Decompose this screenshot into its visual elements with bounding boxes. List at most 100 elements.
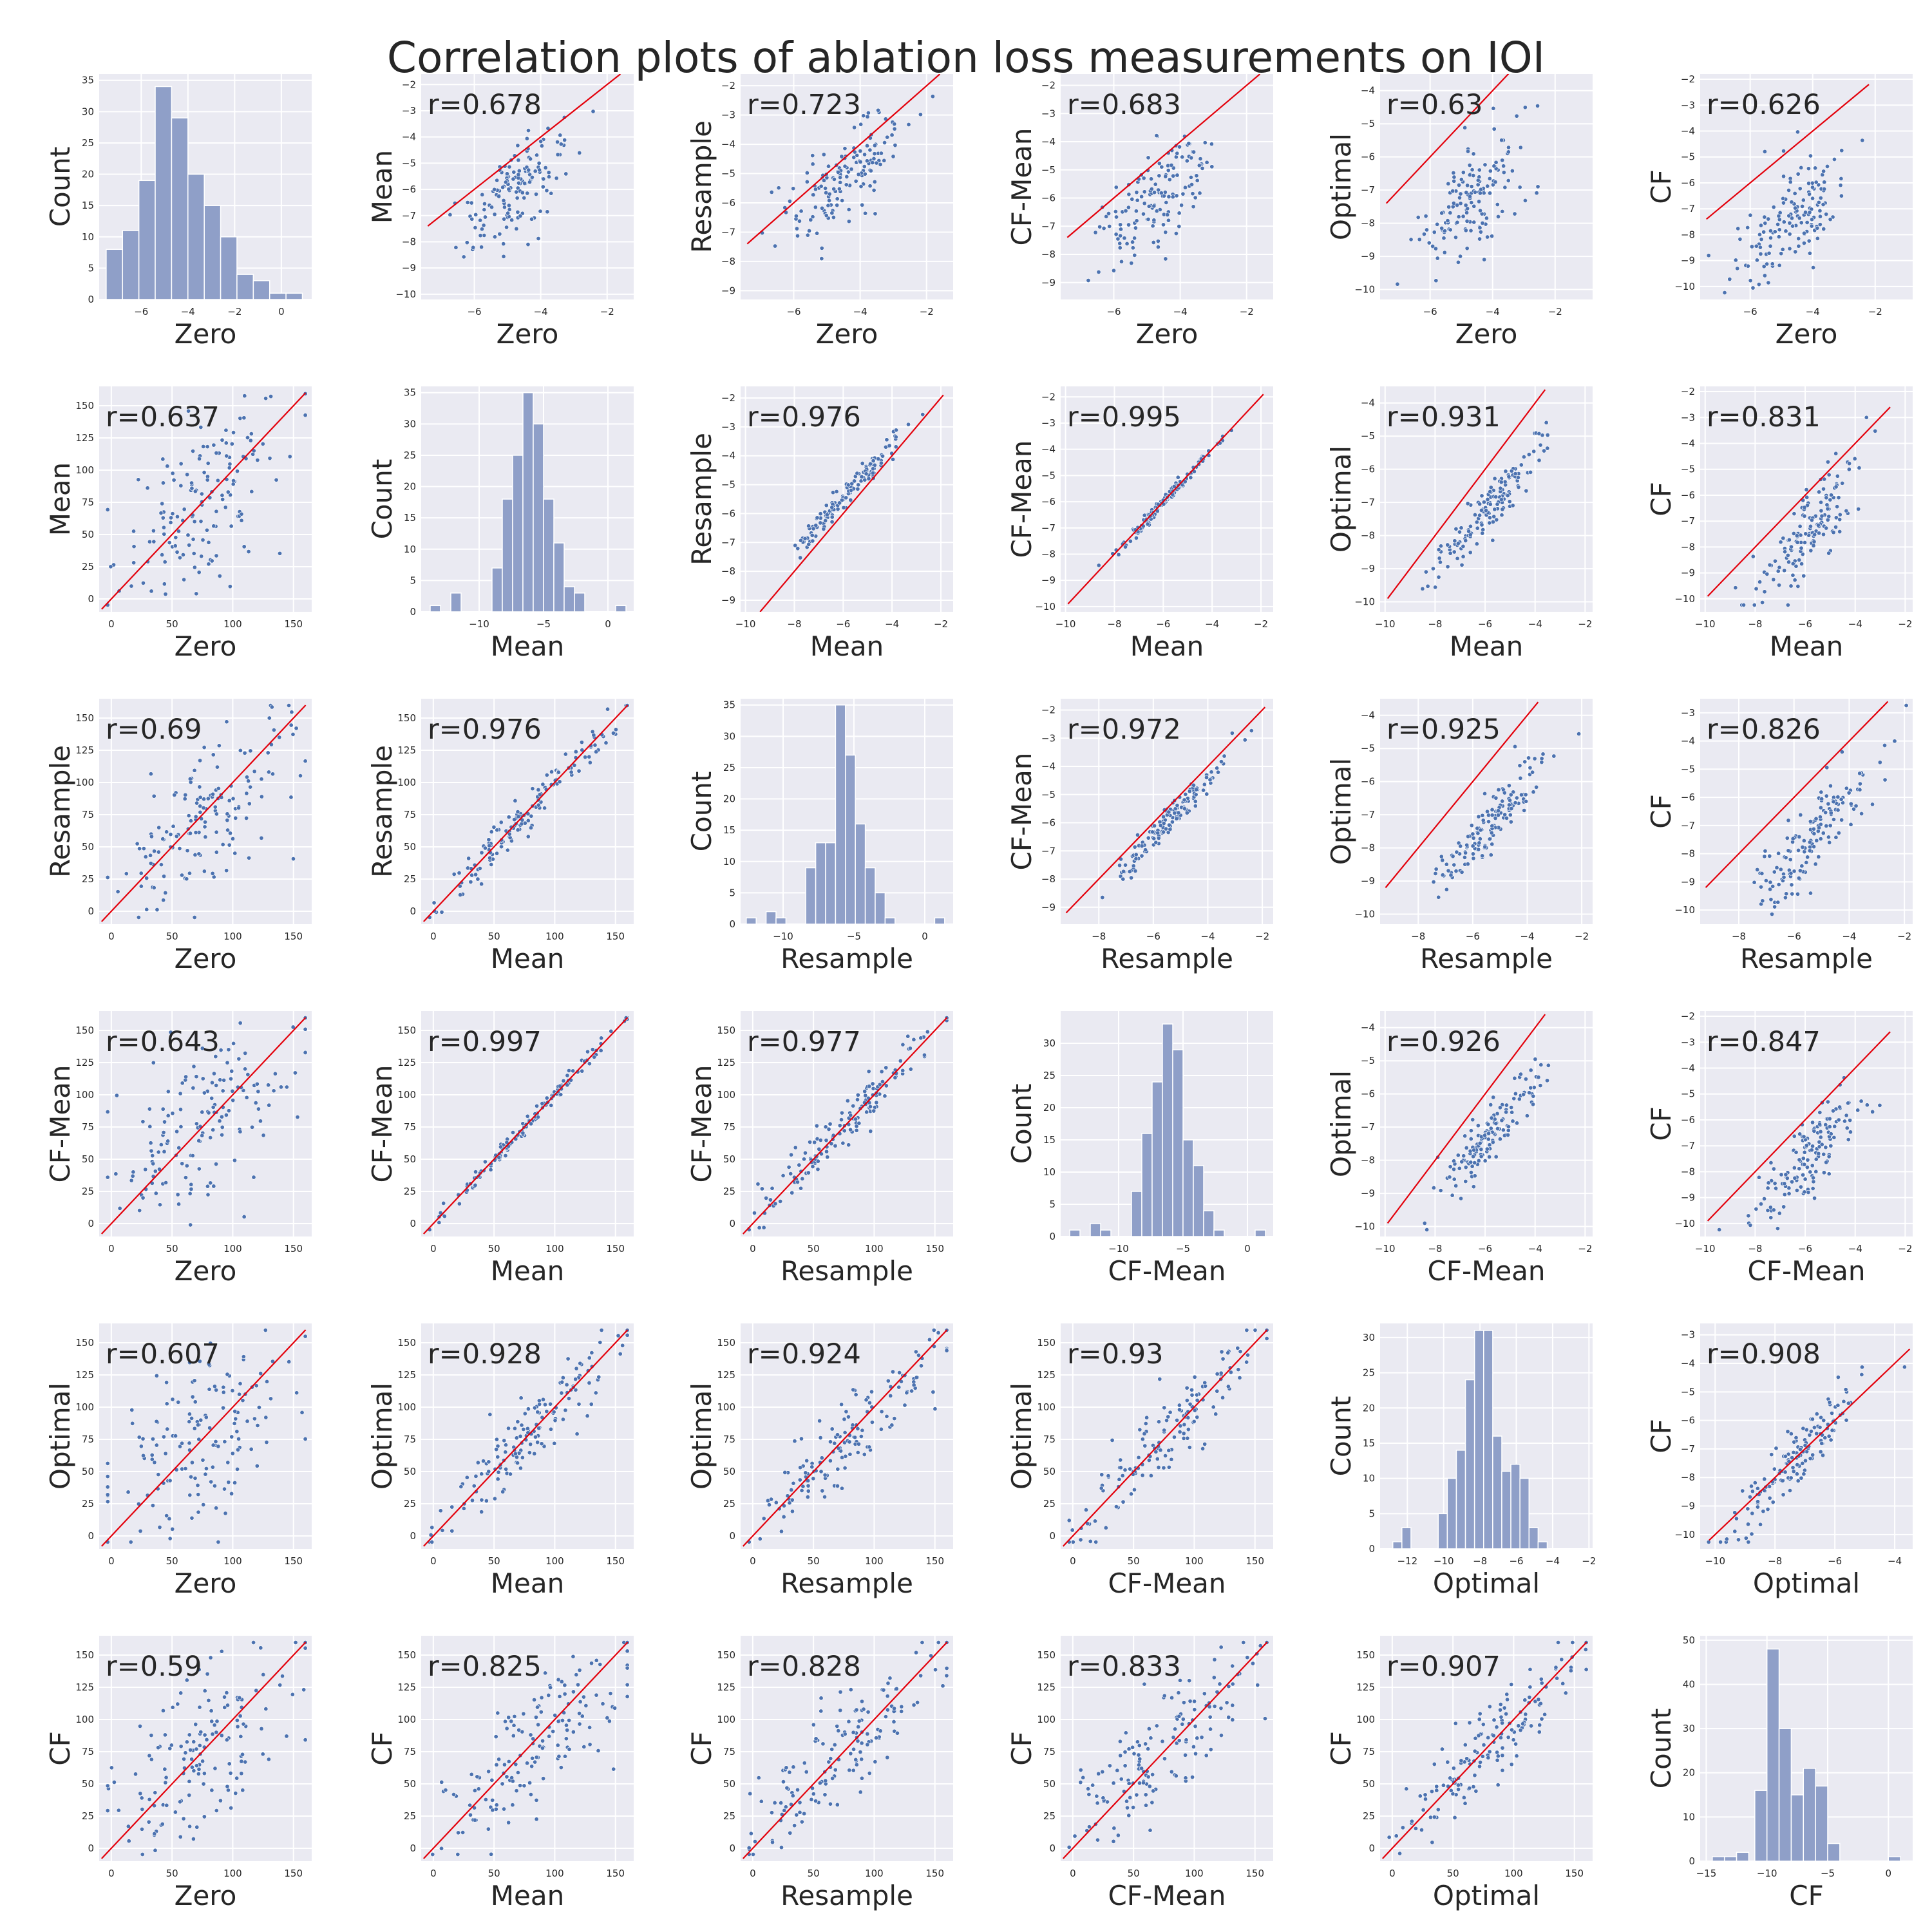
scatter-point bbox=[1471, 856, 1476, 861]
scatter-point bbox=[187, 1493, 193, 1498]
scatter-point bbox=[147, 1106, 152, 1112]
x-tick-label: −8 bbox=[1768, 1555, 1782, 1567]
y-tick-label: 100 bbox=[397, 1714, 416, 1725]
x-axis-label: Zero bbox=[175, 630, 237, 662]
scatter-point bbox=[168, 832, 173, 837]
scatter-point bbox=[131, 529, 137, 534]
scatter-point bbox=[1816, 1151, 1821, 1156]
scatter-point bbox=[1461, 544, 1466, 549]
scatter-point bbox=[858, 122, 864, 127]
scatter-point bbox=[187, 871, 192, 876]
scatter-point bbox=[1828, 810, 1833, 815]
y-tick-label: 10 bbox=[404, 544, 416, 555]
scatter-point bbox=[1191, 149, 1197, 155]
diagonal-line bbox=[422, 1017, 629, 1235]
y-tick-label: 25 bbox=[1043, 1498, 1056, 1510]
scatter-point bbox=[230, 1451, 235, 1456]
scatter-point bbox=[841, 505, 846, 510]
x-tick-label: −10 bbox=[1434, 1555, 1454, 1567]
y-tick-label: 150 bbox=[75, 400, 94, 412]
scatter-point bbox=[1133, 209, 1139, 214]
y-tick-label: 100 bbox=[717, 1089, 735, 1101]
scatter-point bbox=[209, 1719, 214, 1724]
scatter-point bbox=[149, 834, 154, 839]
scatter-point bbox=[1475, 831, 1481, 836]
scatter-point bbox=[255, 1423, 260, 1428]
scatter-point bbox=[824, 190, 829, 195]
scatter-point bbox=[804, 170, 810, 175]
scatter-point bbox=[1825, 517, 1830, 522]
scatter-point bbox=[769, 1497, 774, 1502]
scatter-point bbox=[558, 142, 564, 147]
scatter-point bbox=[1821, 169, 1826, 174]
scatter-point bbox=[494, 1762, 499, 1767]
scatter-point bbox=[206, 1110, 211, 1115]
scatter-point bbox=[535, 1103, 540, 1108]
scatter-point bbox=[1416, 214, 1421, 220]
scatter-point bbox=[193, 814, 198, 819]
scatter-point bbox=[144, 907, 149, 912]
scatter-point bbox=[198, 758, 203, 763]
y-tick-label: −4 bbox=[1681, 735, 1695, 747]
scatter-point bbox=[1477, 236, 1482, 242]
scatter-point bbox=[191, 551, 196, 556]
y-tick-label: 75 bbox=[82, 809, 94, 820]
scatter-point bbox=[1395, 281, 1400, 287]
y-axis-label: Optimal bbox=[686, 1383, 717, 1490]
x-tick-label: 150 bbox=[606, 1555, 625, 1567]
scatter-point bbox=[1143, 848, 1148, 853]
scatter-point bbox=[548, 1401, 553, 1406]
scatter-point bbox=[1455, 541, 1461, 546]
scatter-point bbox=[1724, 1537, 1729, 1542]
scatter-point bbox=[529, 216, 535, 222]
scatter-point bbox=[884, 1414, 889, 1419]
scatter-point bbox=[531, 1736, 536, 1741]
scatter-point bbox=[1812, 532, 1817, 537]
scatter-point bbox=[1448, 211, 1453, 216]
scatter-point bbox=[183, 1750, 188, 1756]
scatter-point bbox=[1717, 1227, 1722, 1233]
scatter-point bbox=[455, 1852, 460, 1857]
scatter-point bbox=[846, 219, 851, 224]
scatter-point bbox=[223, 1112, 229, 1117]
x-tick-label: −4 bbox=[1848, 618, 1862, 630]
scatter-point bbox=[151, 539, 156, 544]
diagonal-line bbox=[1706, 84, 1870, 220]
y-tick-label: −5 bbox=[721, 479, 735, 491]
scatter-point bbox=[105, 1492, 110, 1497]
scatter-point bbox=[259, 794, 264, 799]
scatter-point bbox=[1779, 1172, 1784, 1177]
x-tick-label: −6 bbox=[1478, 1243, 1492, 1255]
scatter-point bbox=[521, 1426, 526, 1432]
scatter-point bbox=[204, 1737, 209, 1742]
scatter-point bbox=[173, 535, 178, 540]
scatter-point bbox=[522, 181, 527, 186]
scatter-point bbox=[149, 1457, 155, 1462]
y-tick-label: 75 bbox=[82, 1121, 94, 1133]
plot-marks bbox=[106, 86, 303, 299]
scatter-point bbox=[1100, 895, 1105, 900]
scatter-point bbox=[189, 1186, 194, 1191]
scatter-point bbox=[1229, 730, 1235, 735]
scatter-point bbox=[884, 1083, 889, 1088]
scatter-point bbox=[795, 1180, 800, 1185]
scatter-point bbox=[1808, 1170, 1813, 1175]
scatter-point bbox=[1156, 187, 1161, 193]
scatter-point bbox=[148, 853, 153, 858]
scatter-point bbox=[1841, 1399, 1846, 1404]
scatter-point bbox=[284, 1734, 289, 1739]
scatter-point bbox=[1807, 251, 1812, 256]
scatter-point bbox=[549, 191, 554, 196]
scatter-point bbox=[909, 1388, 914, 1394]
scatter-point bbox=[126, 1839, 131, 1844]
scatter-point bbox=[156, 825, 162, 830]
scatter-point bbox=[214, 553, 219, 558]
scatter-point bbox=[303, 1738, 308, 1743]
scatter-point bbox=[138, 1791, 143, 1796]
x-tick-label: −6 bbox=[1743, 306, 1757, 317]
scatter-point bbox=[209, 1080, 214, 1085]
scatter-point bbox=[1470, 1117, 1475, 1122]
scatter-point bbox=[1752, 880, 1757, 885]
scatter-point bbox=[516, 172, 521, 177]
scatter-point bbox=[813, 523, 819, 528]
